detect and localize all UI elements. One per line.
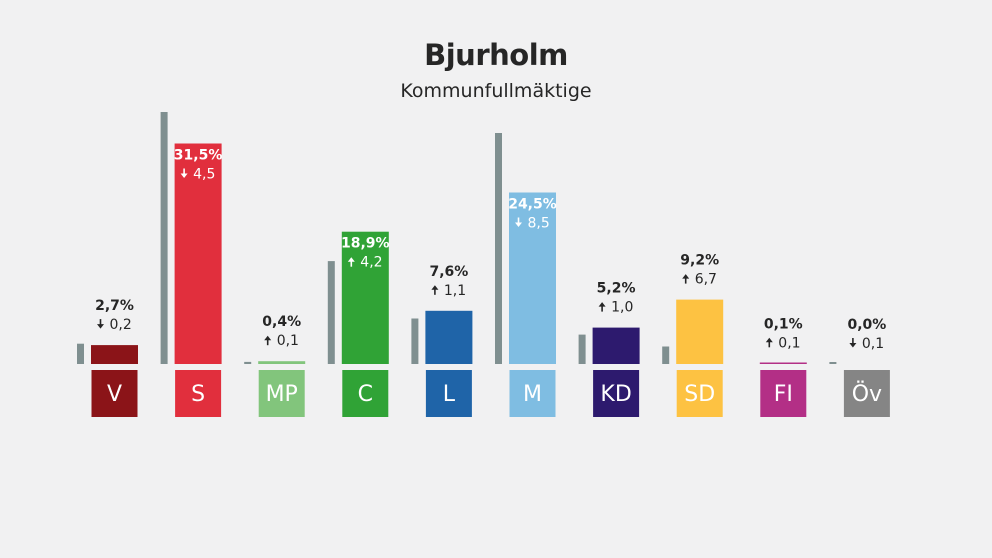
change-arrow-m — [515, 217, 522, 227]
bar-m — [509, 192, 556, 364]
bar-s — [174, 143, 222, 364]
change-arrow-mp — [264, 335, 272, 346]
value-label-m: 24,5% — [508, 197, 557, 213]
value-label-fi: 0,1% — [764, 316, 803, 332]
party-box-l — [425, 370, 472, 417]
bar-fi — [759, 362, 807, 364]
previous-bar-sd — [662, 346, 670, 364]
value-label-l: 7,6% — [429, 264, 468, 280]
change-label-fi: 0,1 — [778, 335, 800, 351]
change-arrow-ov — [849, 338, 857, 348]
bar-mp — [258, 361, 306, 364]
change-arrow-c — [347, 257, 355, 267]
bar-sd — [676, 299, 724, 364]
change-label-ov: 0,1 — [862, 336, 884, 352]
party-box-c — [342, 370, 389, 417]
party-box-mp — [258, 370, 305, 417]
previous-bar-mp — [244, 361, 252, 364]
change-label-c: 4,2 — [360, 255, 382, 271]
party-box-sd — [676, 370, 723, 417]
change-label-v: 0,2 — [110, 317, 132, 333]
party-box-s — [175, 370, 222, 417]
change-label-sd: 6,7 — [695, 272, 717, 288]
change-arrow-v — [97, 319, 104, 329]
change-label-s: 4,5 — [193, 167, 215, 183]
bar-c — [341, 231, 389, 364]
chart-subtitle: Kommunfullmäktige — [400, 80, 592, 102]
party-label-v: V — [107, 382, 122, 407]
previous-bar-kd — [578, 334, 586, 364]
party-box-v — [91, 370, 138, 417]
party-label-c: C — [358, 382, 373, 407]
previous-bar-c — [327, 261, 335, 364]
party-box-fi — [760, 370, 807, 417]
party-box-ov — [843, 370, 890, 417]
value-label-sd: 9,2% — [680, 253, 719, 269]
party-label-ov: Öv — [852, 381, 882, 407]
change-label-m: 8,5 — [528, 216, 550, 232]
value-label-v: 2,7% — [95, 298, 134, 314]
party-label-sd: SD — [684, 382, 715, 407]
change-label-l: 1,1 — [444, 283, 466, 299]
change-arrow-kd — [598, 302, 606, 312]
bar-kd — [592, 327, 640, 364]
previous-bar-ov — [829, 362, 837, 364]
party-box-m — [509, 370, 556, 417]
chart-title: Bjurholm — [424, 38, 568, 72]
party-label-fi: FI — [774, 382, 793, 407]
bar-v — [91, 345, 138, 364]
party-label-kd: KD — [600, 382, 631, 407]
previous-bar-s — [160, 112, 168, 364]
party-label-m: M — [523, 382, 542, 407]
value-label-mp: 0,4% — [262, 314, 301, 330]
change-arrow-l — [431, 285, 439, 295]
change-arrow-sd — [682, 274, 690, 284]
party-label-mp: MP — [266, 382, 298, 407]
change-arrow-fi — [765, 337, 773, 348]
previous-bar-m — [495, 133, 502, 364]
change-label-mp: 0,1 — [277, 333, 299, 349]
value-label-kd: 5,2% — [597, 281, 636, 297]
party-label-s: S — [191, 382, 205, 407]
previous-bar-l — [411, 318, 419, 364]
value-label-ov: 0,0% — [847, 317, 886, 333]
value-label-c: 18,9% — [341, 236, 390, 252]
party-label-l: L — [443, 382, 456, 407]
value-label-s: 31,5% — [174, 148, 223, 164]
change-arrow-s — [180, 168, 188, 178]
party-box-kd — [593, 370, 640, 417]
change-label-kd: 1,0 — [611, 300, 633, 316]
previous-bar-v — [77, 343, 84, 364]
bar-l — [425, 310, 473, 364]
